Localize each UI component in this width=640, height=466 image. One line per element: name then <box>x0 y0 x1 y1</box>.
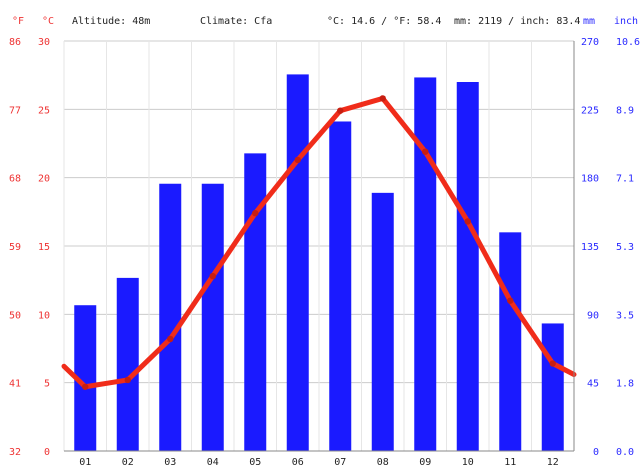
temperature-line-path <box>61 95 577 390</box>
celsius-tick-label: 0 <box>44 447 50 458</box>
precipitation-bar <box>116 277 139 451</box>
inch-tick-label: 7.1 <box>616 174 634 185</box>
month-tick-label: 11 <box>504 457 516 466</box>
mm-tick-label: 0 <box>593 447 599 458</box>
altitude-text: Altitude: 48m <box>72 16 150 27</box>
temperature-point <box>82 383 89 390</box>
fahrenheit-tick-label: 41 <box>9 379 21 390</box>
celsius-axis-unit: °C <box>42 16 54 27</box>
mm-axis-unit: mm <box>583 16 595 27</box>
temperature-point <box>252 210 259 217</box>
fahrenheit-tick-label: 86 <box>9 37 21 48</box>
temperature-point <box>294 156 301 164</box>
precipitation-bar <box>159 183 182 452</box>
month-tick-label: 09 <box>419 457 431 466</box>
temperature-summary: °C: 14.6 / °F: 58.4 <box>327 16 441 27</box>
month-tick-label: 04 <box>207 457 219 466</box>
fahrenheit-tick-label: 68 <box>9 174 21 185</box>
precipitation-bar <box>371 192 394 451</box>
fahrenheit-tick-label: 59 <box>9 242 21 253</box>
precipitation-bar <box>74 305 97 451</box>
gridlines <box>63 40 575 452</box>
celsius-tick-label: 10 <box>38 310 50 321</box>
axis-tick-labels: 3241505968778605101520253004590135180225… <box>9 37 640 466</box>
mm-tick-label: 270 <box>581 37 599 48</box>
celsius-tick-label: 5 <box>44 379 50 390</box>
month-tick-label: 05 <box>249 457 261 466</box>
month-tick-label: 10 <box>462 457 474 466</box>
temperature-point <box>549 360 556 367</box>
celsius-tick-label: 25 <box>38 105 50 116</box>
precipitation-bar <box>456 82 479 451</box>
temperature-point <box>422 148 429 155</box>
temperature-point <box>337 107 344 114</box>
temperature-point <box>209 272 216 280</box>
month-tick-label: 03 <box>164 457 176 466</box>
precipitation-bar <box>541 323 564 451</box>
fahrenheit-axis-unit: °F <box>12 16 24 27</box>
temperature-line <box>61 95 577 390</box>
temperature-point <box>167 335 174 343</box>
mm-tick-label: 180 <box>581 174 599 185</box>
inch-tick-label: 10.6 <box>616 37 640 48</box>
mm-tick-label: 135 <box>581 242 599 253</box>
temperature-point <box>464 218 471 225</box>
fahrenheit-tick-label: 32 <box>9 447 21 458</box>
month-tick-label: 06 <box>292 457 304 466</box>
celsius-tick-label: 15 <box>38 242 50 253</box>
inch-axis-unit: inch <box>614 16 638 27</box>
precipitation-bar <box>286 74 309 451</box>
month-tick-label: 01 <box>79 457 91 466</box>
inch-tick-label: 8.9 <box>616 105 634 116</box>
precipitation-summary: mm: 2119 / inch: 83.4 <box>454 16 580 27</box>
precipitation-bar <box>499 232 522 451</box>
month-tick-label: 08 <box>377 457 389 466</box>
mm-tick-label: 225 <box>581 105 599 116</box>
chart-axes <box>64 41 575 452</box>
precipitation-bar <box>244 153 267 452</box>
inch-tick-label: 5.3 <box>616 242 634 253</box>
month-tick-label: 07 <box>334 457 346 466</box>
temperature-point <box>124 376 131 384</box>
fahrenheit-tick-label: 50 <box>9 310 21 321</box>
mm-tick-label: 90 <box>587 310 599 321</box>
month-tick-label: 02 <box>122 457 134 466</box>
precipitation-bar <box>414 77 437 451</box>
fahrenheit-tick-label: 77 <box>9 105 21 116</box>
mm-tick-label: 45 <box>587 379 599 390</box>
temperature-point <box>507 297 514 304</box>
precipitation-bar <box>329 121 352 452</box>
inch-tick-label: 0.0 <box>616 447 634 458</box>
inch-tick-label: 3.5 <box>616 310 634 321</box>
inch-tick-label: 1.8 <box>616 379 634 390</box>
celsius-tick-label: 30 <box>38 37 50 48</box>
celsius-tick-label: 20 <box>38 174 50 185</box>
precipitation-bar <box>201 183 224 452</box>
month-tick-label: 12 <box>547 457 559 466</box>
temperature-point <box>379 95 386 102</box>
climate-text: Climate: Cfa <box>200 16 272 27</box>
